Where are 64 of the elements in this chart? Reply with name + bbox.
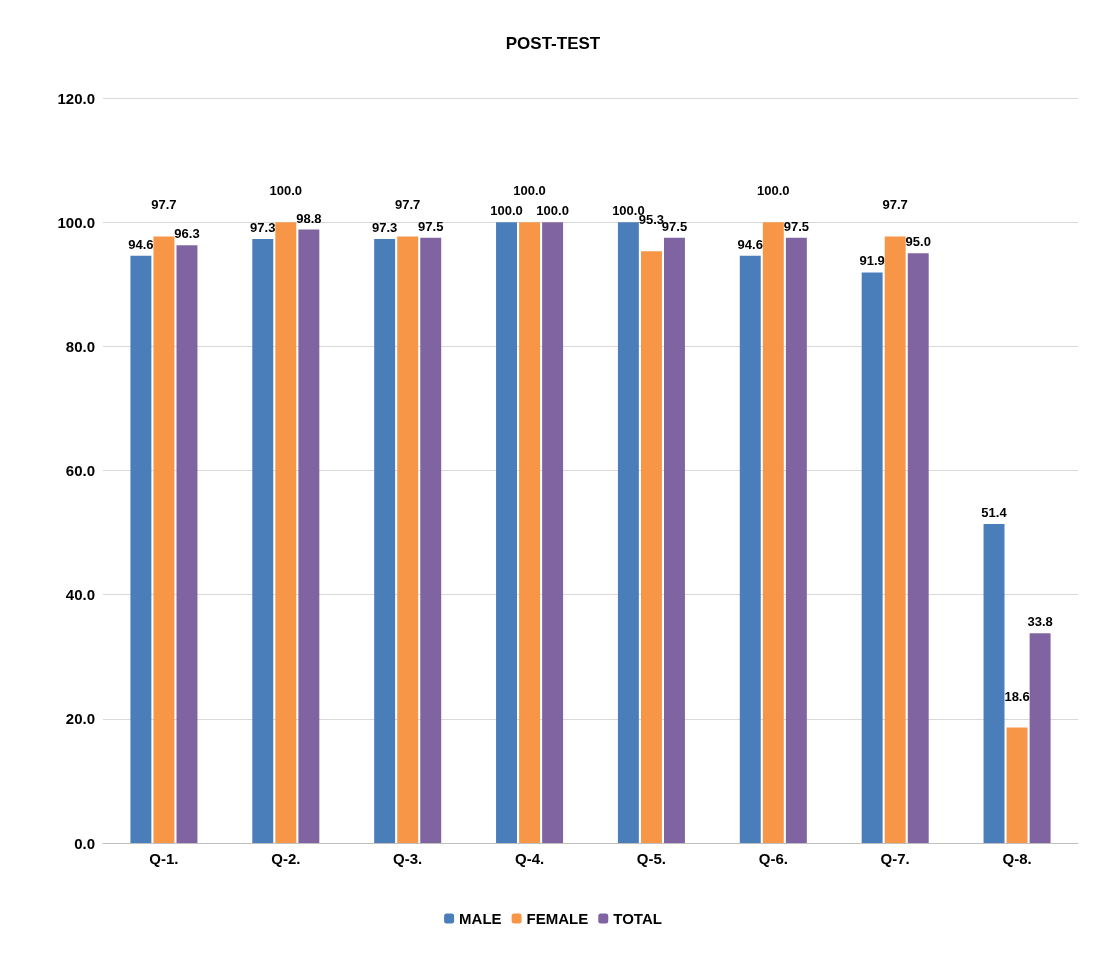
y-tick-label: 60.0 [65, 462, 95, 479]
bar [130, 255, 152, 843]
data-label: 97.7 [151, 197, 177, 213]
data-label: 51.4 [981, 504, 1008, 520]
bar [617, 222, 639, 843]
data-label: 98.8 [296, 210, 322, 226]
data-label: 97.7 [882, 197, 908, 213]
bar [176, 245, 198, 843]
x-tick-label: Q-8. [1002, 850, 1032, 867]
data-label: 95.0 [905, 234, 931, 250]
data-label: 97.5 [418, 218, 444, 234]
bar [397, 236, 419, 843]
data-label: 97.5 [783, 218, 810, 234]
x-tick-label: Q-4. [514, 850, 545, 867]
x-tick-label: Q-2. [271, 850, 301, 867]
x-tick-label: Q-6. [758, 850, 788, 867]
data-label: 100.0 [513, 183, 546, 199]
legend-label: TOTAL [613, 910, 662, 927]
x-tick-label: Q-1. [149, 850, 179, 867]
data-label: 91.9 [859, 253, 885, 269]
y-tick-label: 100.0 [57, 213, 95, 231]
data-label: 94.6 [737, 236, 763, 252]
x-tick-label: Q-5. [636, 850, 667, 867]
x-tick-label: Q-7. [880, 850, 910, 867]
y-tick-label: 80.0 [65, 337, 95, 355]
data-label: 100.0 [757, 183, 790, 199]
bar [374, 238, 396, 843]
bar [1006, 727, 1028, 843]
bar [664, 237, 685, 843]
data-label: 96.3 [174, 226, 200, 242]
data-label: 97.3 [371, 219, 398, 235]
bar [298, 229, 320, 843]
bar [275, 222, 297, 843]
y-tick-label: 120.0 [57, 89, 95, 107]
data-label: 18.6 [1004, 688, 1030, 704]
bar [496, 222, 517, 843]
x-tick-label: Q-3. [393, 850, 423, 867]
y-tick-label: 0.0 [74, 834, 95, 852]
data-label: 33.8 [1027, 614, 1053, 630]
bar [884, 236, 906, 843]
legend-label: FEMALE [526, 910, 589, 927]
data-label: 100.0 [269, 183, 303, 199]
bar [983, 523, 1005, 843]
data-label: 94.6 [128, 236, 154, 252]
bar [785, 237, 807, 843]
bar [739, 255, 761, 843]
bar [640, 251, 662, 843]
y-tick-label: 40.0 [65, 586, 95, 604]
chart-title: POST-TEST [505, 34, 601, 53]
bar [153, 236, 175, 843]
bar [861, 272, 883, 843]
bar [420, 237, 442, 843]
bar [762, 222, 784, 843]
bar [542, 222, 564, 843]
legend-label: MALE [459, 910, 502, 927]
bar [252, 238, 274, 843]
y-tick-label: 20.0 [65, 710, 95, 728]
bar [907, 253, 929, 843]
data-label: 100.0 [536, 203, 569, 219]
data-label: 100.0 [490, 203, 523, 219]
data-label: 97.7 [395, 197, 421, 213]
data-label: 97.3 [250, 219, 276, 235]
bar [1029, 633, 1051, 843]
bar [519, 222, 541, 843]
